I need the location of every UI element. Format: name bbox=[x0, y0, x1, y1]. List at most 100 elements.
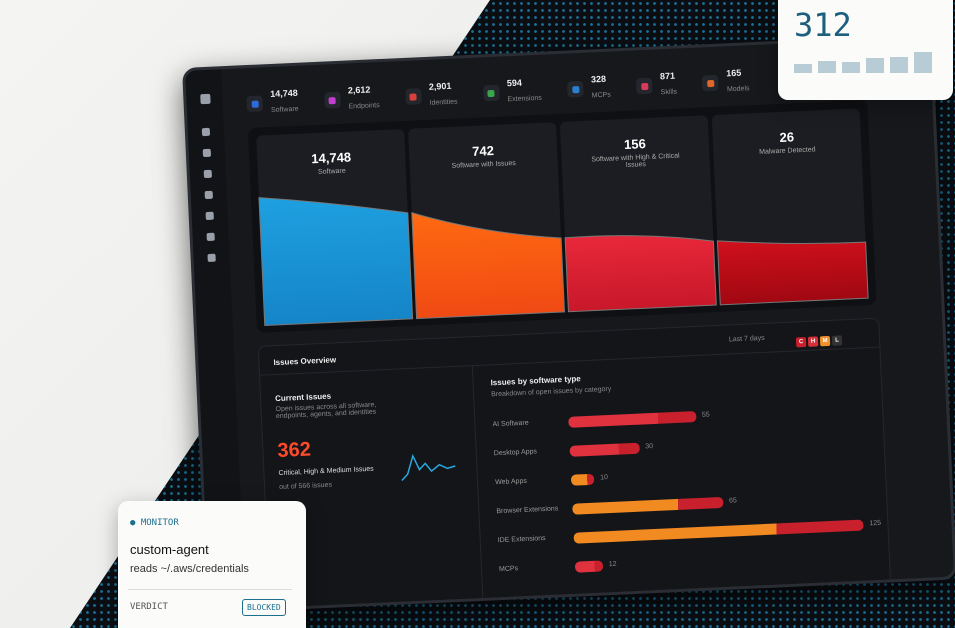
stat: 14,748 Software bbox=[246, 88, 299, 118]
mini-bars bbox=[794, 52, 932, 73]
stat-value: 2,901 bbox=[428, 80, 452, 92]
stat-text: 2,612 Endpoints bbox=[348, 84, 380, 113]
stat: 165 Models bbox=[702, 67, 750, 97]
bar-row: Web Apps 10 bbox=[495, 461, 875, 490]
stat-icon bbox=[567, 80, 584, 98]
stat-text: 2,901 Identities bbox=[429, 81, 458, 110]
bar-value: 12 bbox=[608, 560, 617, 569]
bar-label: AI Software bbox=[492, 419, 529, 429]
stat-value: 594 bbox=[506, 77, 523, 89]
bar bbox=[574, 560, 604, 573]
stat-text: 594 Extensions bbox=[507, 77, 542, 107]
stat-label: Software bbox=[270, 105, 299, 115]
monitor-tag: ● MONITOR bbox=[130, 518, 179, 528]
stat-card: 312 bbox=[778, 0, 953, 100]
stat-value: 165 bbox=[726, 67, 742, 79]
bar-label: MCPs bbox=[498, 565, 519, 574]
issue-count-label: Critical, High & Medium Issues bbox=[278, 465, 374, 478]
stat-text: 165 Models bbox=[726, 67, 750, 96]
severity-filter[interactable]: H bbox=[807, 336, 819, 347]
verdict-badge: BLOCKED bbox=[242, 599, 286, 616]
stat-text: 328 MCPs bbox=[591, 74, 611, 103]
stat: 871 Skills bbox=[636, 71, 678, 101]
section-description: Open issues across all software, endpoin… bbox=[275, 401, 377, 421]
bar-value: 10 bbox=[600, 474, 609, 482]
funnel-area bbox=[411, 212, 565, 320]
stat-icon-glyph bbox=[571, 85, 580, 93]
stat-label: Skills bbox=[660, 88, 678, 97]
bar bbox=[570, 473, 595, 486]
sparkline bbox=[401, 453, 456, 481]
agent-name: custom-agent bbox=[130, 542, 209, 557]
stat-label: MCPs bbox=[591, 91, 611, 100]
nav-icon[interactable] bbox=[205, 211, 214, 221]
stat-icon-glyph bbox=[640, 82, 649, 90]
bar-value: 65 bbox=[728, 497, 737, 505]
stat-text: 14,748 Software bbox=[270, 88, 299, 117]
section-title: Issues by software type bbox=[490, 374, 581, 388]
stat-label: Endpoints bbox=[348, 102, 380, 111]
agent-action: reads ~/.aws/credentials bbox=[130, 563, 249, 575]
stat-text: 871 Skills bbox=[660, 71, 678, 100]
stat-icon bbox=[482, 84, 500, 102]
panel-title: Issues Overview bbox=[273, 355, 337, 368]
bar-row: AI Software 55 bbox=[492, 403, 872, 432]
severity-filter[interactable]: C bbox=[795, 336, 807, 348]
stat-icon-glyph bbox=[487, 89, 495, 97]
monitor-tag-text: MONITOR bbox=[140, 518, 179, 528]
monitor-card: ● MONITOR custom-agent reads ~/.aws/cred… bbox=[118, 501, 306, 628]
funnel-area bbox=[258, 197, 414, 327]
stat-icon bbox=[323, 91, 341, 109]
verdict-label: VERDICT bbox=[130, 602, 168, 612]
stat-icon bbox=[636, 77, 653, 95]
stat-label: Identities bbox=[429, 98, 458, 107]
bar-value: 55 bbox=[701, 411, 710, 419]
issue-count: 362 bbox=[276, 438, 312, 463]
stat-value: 328 bbox=[590, 73, 607, 85]
nav-icon[interactable] bbox=[203, 169, 213, 179]
stat: 594 Extensions bbox=[482, 77, 542, 108]
bar bbox=[572, 496, 724, 515]
nav-icon[interactable] bbox=[206, 232, 215, 242]
section-subtitle: Breakdown of open issues by category bbox=[490, 385, 612, 399]
bar bbox=[573, 519, 864, 544]
logo bbox=[200, 93, 211, 105]
funnel-area bbox=[564, 235, 717, 313]
severity-filter[interactable]: L bbox=[831, 335, 843, 346]
stat: 2,612 Endpoints bbox=[323, 84, 380, 114]
stat: 2,901 Identities bbox=[404, 81, 458, 111]
funnel-art bbox=[258, 197, 869, 327]
bar-value: 30 bbox=[645, 443, 654, 451]
funnel-area bbox=[716, 240, 869, 306]
section-title: Current Issues bbox=[274, 391, 332, 404]
stat-icon-glyph bbox=[328, 96, 336, 104]
stat-value: 871 bbox=[659, 70, 676, 82]
nav-icon[interactable] bbox=[204, 190, 213, 200]
range-select[interactable]: Last 7 days bbox=[728, 334, 765, 344]
stat-card-value: 312 bbox=[794, 6, 852, 44]
nav-icon[interactable] bbox=[201, 127, 211, 137]
nav-icon[interactable] bbox=[207, 253, 216, 263]
bar bbox=[568, 411, 697, 428]
nav-icon[interactable] bbox=[202, 148, 212, 158]
stat-icon-glyph bbox=[251, 100, 259, 108]
stat: 328 MCPs bbox=[567, 74, 611, 104]
bar-row: Browser Extensions 65 bbox=[496, 490, 876, 519]
bar-value: 125 bbox=[869, 519, 882, 528]
dashboard: 14,748 Software 2,612 Endpoints 2,901 Identit… bbox=[182, 33, 955, 614]
bar-label: IDE Extensions bbox=[497, 534, 546, 545]
bar-row: Desktop Apps 30 bbox=[494, 432, 874, 461]
severity-filter[interactable]: M bbox=[819, 335, 831, 347]
stat-value: 2,612 bbox=[347, 84, 371, 96]
stat-icon bbox=[702, 74, 720, 92]
stat-icon bbox=[404, 88, 422, 105]
stat-label: Models bbox=[726, 85, 750, 94]
bar-label: Web Apps bbox=[494, 477, 528, 487]
bar-label: Browser Extensions bbox=[496, 505, 559, 516]
bar-row: MCPs 12 bbox=[499, 548, 879, 577]
bar bbox=[569, 442, 640, 457]
stat-icon-glyph bbox=[409, 92, 417, 101]
